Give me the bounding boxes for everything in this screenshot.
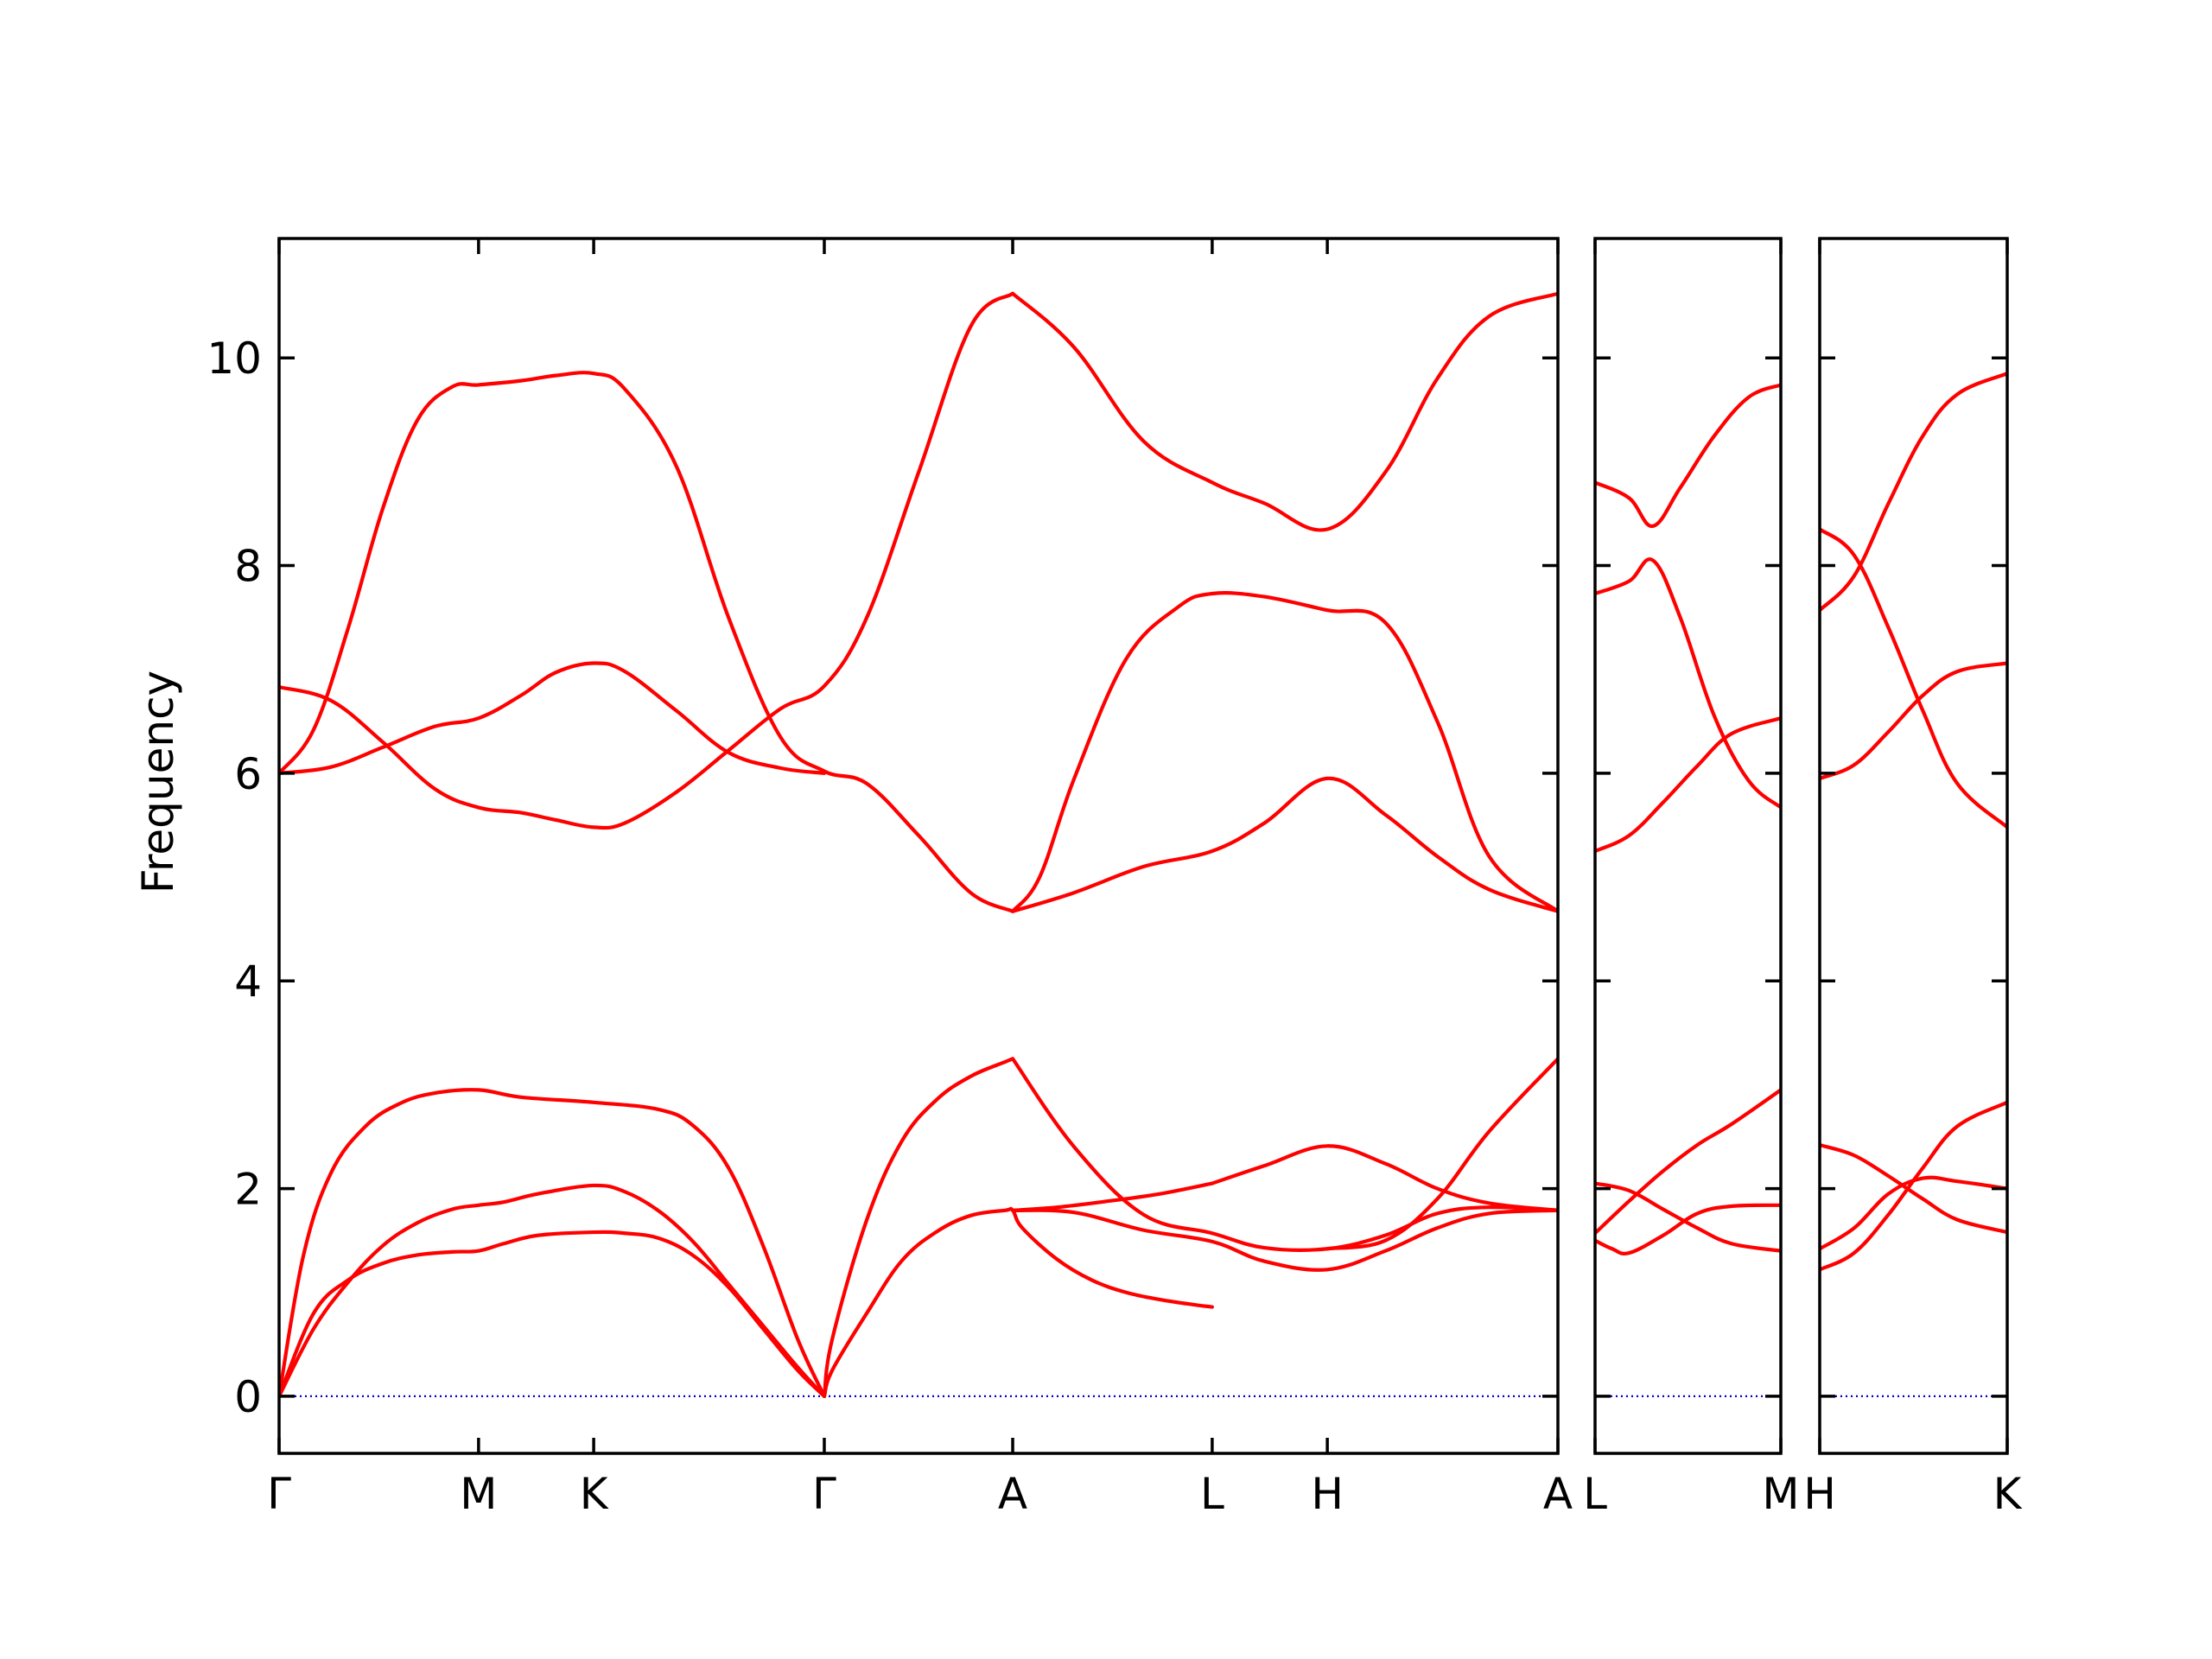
band-line <box>1010 1057 1558 1252</box>
band-line <box>1595 1088 1781 1236</box>
band-line <box>1595 716 1781 854</box>
band-line <box>1595 557 1781 810</box>
y-tick-label: 8 <box>234 542 262 592</box>
x-tick-label: A <box>1543 1469 1573 1519</box>
band-line <box>279 1183 827 1399</box>
y-tick-label: 2 <box>234 1165 262 1215</box>
x-tick-label: H <box>1803 1469 1836 1519</box>
band-line <box>1595 1203 1781 1255</box>
band-line <box>1820 372 2007 613</box>
band-line <box>822 1057 1015 1399</box>
x-tick-label: L <box>1583 1469 1607 1519</box>
band-line <box>1820 1175 2007 1251</box>
band-line <box>279 371 1015 913</box>
band-line <box>1820 527 2007 830</box>
y-tick-label: 4 <box>234 957 262 1007</box>
band-line <box>279 661 827 775</box>
panel-frame <box>277 237 1560 1455</box>
band-line <box>1595 1181 1781 1253</box>
band-line <box>1210 1144 1558 1212</box>
band-line <box>1820 1142 2007 1235</box>
band-line <box>1010 776 1558 913</box>
x-tick-label: M <box>460 1469 497 1519</box>
band-line <box>1325 1057 1558 1251</box>
band-line <box>1820 1100 2007 1272</box>
bands <box>279 291 1558 1399</box>
y-tick-label: 10 <box>207 334 262 384</box>
band-line <box>1010 591 1558 913</box>
y-tick-label: 6 <box>234 749 262 799</box>
x-tick-label: Γ <box>267 1469 291 1519</box>
x-tick-label: M <box>1762 1469 1799 1519</box>
x-tick-label: Γ <box>812 1469 836 1519</box>
x-tick-label: K <box>1993 1469 2023 1519</box>
panel-1: 0 2 4 6 8 10 Γ M K Γ A L H A <box>207 237 1573 1519</box>
band-line <box>1010 1208 1558 1272</box>
band-line <box>279 291 1015 830</box>
x-tick-label: K <box>580 1469 609 1519</box>
x-tick-label: L <box>1200 1469 1224 1519</box>
bands <box>1820 372 2007 1272</box>
y-axis-label: Frequency <box>133 671 183 893</box>
x-tick-label: H <box>1311 1469 1344 1519</box>
y-tick-label: 0 <box>234 1372 262 1422</box>
panel-frame <box>1593 237 1783 1455</box>
band-line <box>279 1088 827 1399</box>
bands <box>1595 383 1781 1255</box>
band-line <box>1010 291 1558 532</box>
panel-frame <box>1818 237 2009 1455</box>
x-tick-label: A <box>998 1469 1027 1519</box>
band-line <box>1820 661 2007 780</box>
band-line <box>1595 383 1781 528</box>
